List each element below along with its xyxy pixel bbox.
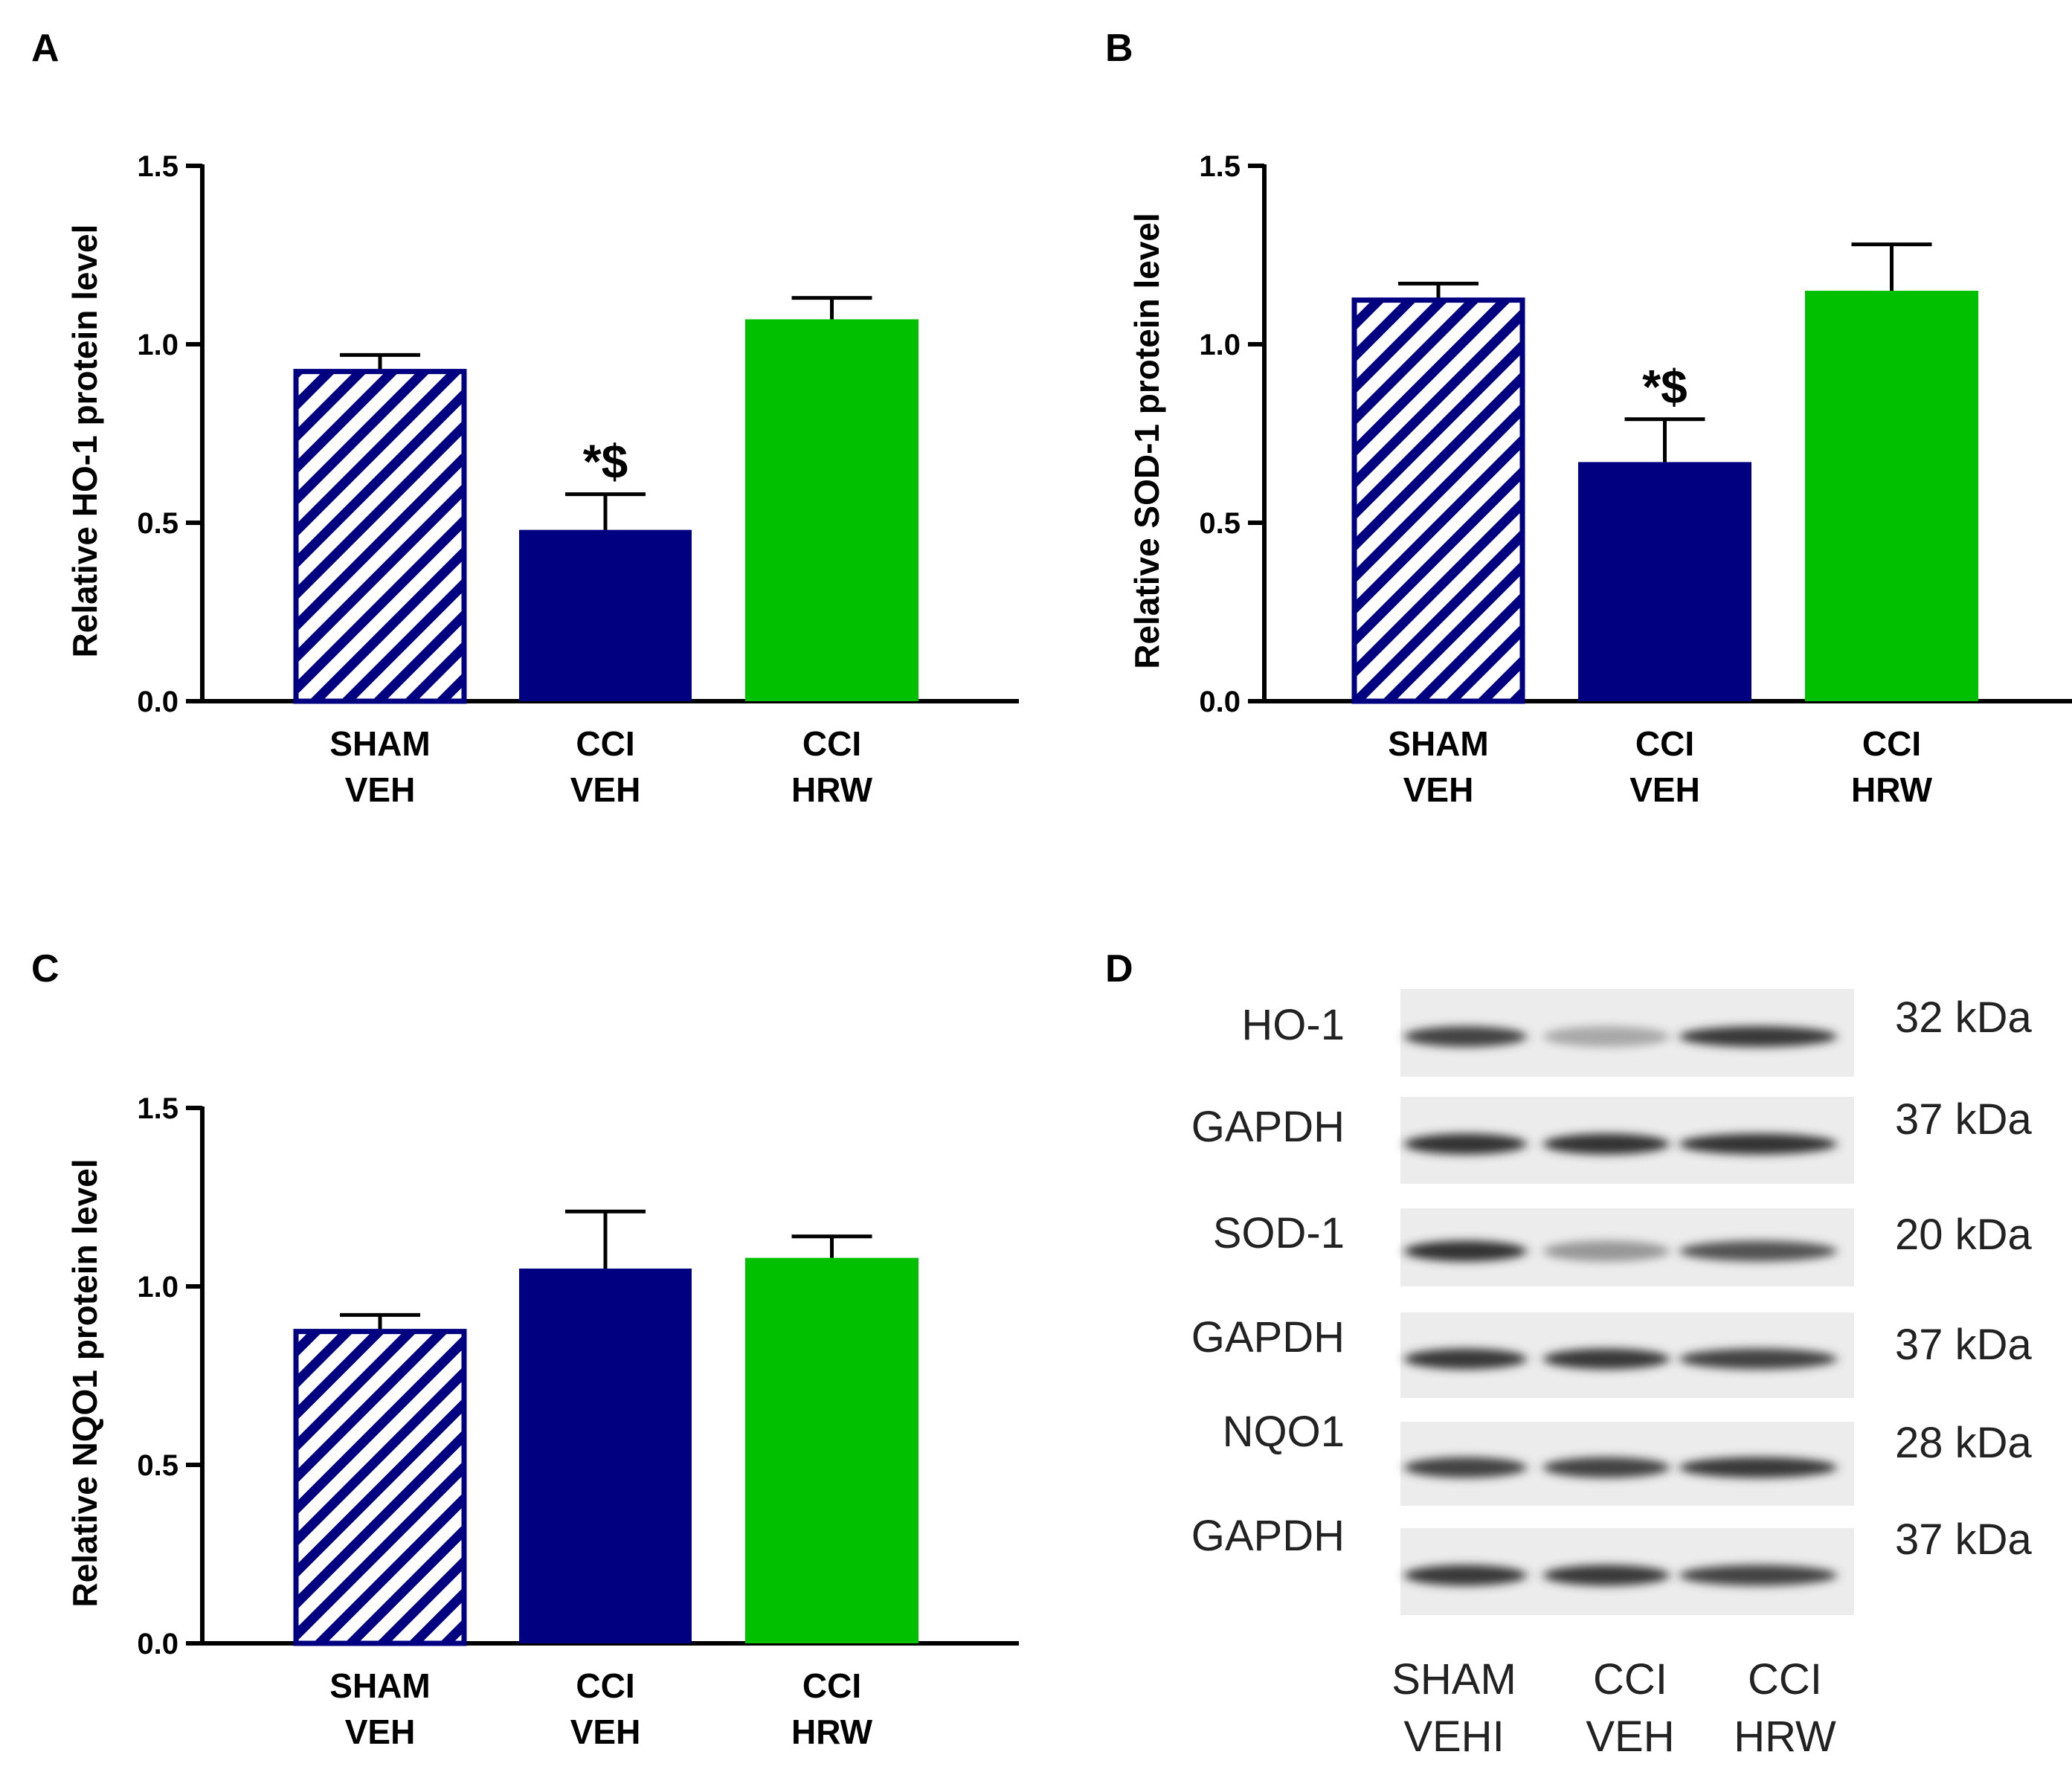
category-label: CCI xyxy=(576,724,634,763)
y-tick-label: 1.0 xyxy=(137,1271,178,1304)
blot-band xyxy=(1404,1457,1527,1478)
blot-size-label: 20 kDa xyxy=(1895,1211,2033,1259)
blot-protein-label: GAPDH xyxy=(1191,1512,1345,1560)
panel-d-letter: D xyxy=(1105,947,1133,990)
y-axis-title: Relative NQO1 protein level xyxy=(65,1159,104,1607)
blot-band xyxy=(1543,1026,1670,1047)
blot-band xyxy=(1404,1348,1527,1370)
blot-protein-label: HO-1 xyxy=(1241,1001,1345,1049)
blot-lane-label: VEHI xyxy=(1403,1712,1504,1761)
panel-a-chart: A 0.0 0.5 1.0 1.5 Relative HO-1 protein leve… xyxy=(31,27,1019,809)
blot-protein-label: SOD-1 xyxy=(1213,1209,1345,1257)
significance-label: *$ xyxy=(583,435,628,489)
y-tick-label: 0.5 xyxy=(1199,507,1241,540)
category-label: HRW xyxy=(791,1712,873,1751)
category-label: CCI xyxy=(576,1666,634,1705)
bar xyxy=(745,1257,918,1643)
significance-label: *$ xyxy=(1642,360,1687,413)
blot-lane-label: VEH xyxy=(1586,1712,1674,1761)
category-label: VEH xyxy=(1629,770,1700,809)
panel-c-chart: C 0.0 0.5 1.0 1.5 Relative NQO1 protein leve… xyxy=(31,947,1019,1751)
category-label: CCI xyxy=(1862,724,1921,763)
blot-size-label: 37 kDa xyxy=(1895,1095,2033,1144)
bar xyxy=(1805,291,1978,701)
panel-b-chart: B 0.0 0.5 1.0 1.5 Relative SOD-1 protein lev… xyxy=(1105,27,2072,809)
blot-band xyxy=(1543,1348,1670,1370)
blot-lane-label: HRW xyxy=(1734,1712,1836,1761)
panel-c-letter: C xyxy=(31,947,59,990)
panel-b-letter: B xyxy=(1105,27,1133,70)
y-tick-label: 1.5 xyxy=(1199,150,1241,183)
blot-band xyxy=(1679,1348,1837,1370)
y-axis-title: Relative HO-1 protein level xyxy=(65,225,104,658)
y-tick-label: 0.5 xyxy=(137,507,178,540)
blot-lane-label: CCI xyxy=(1748,1655,1822,1704)
y-axis-title: Relative SOD-1 protein level xyxy=(1127,213,1166,669)
category-label: SHAM xyxy=(1388,724,1488,763)
y-tick-label: 1.5 xyxy=(137,150,178,183)
blot-size-label: 28 kDa xyxy=(1895,1419,2033,1467)
category-label: VEH xyxy=(345,1712,416,1751)
blot-row: GAPDH 37 kDa xyxy=(1191,1095,2033,1184)
blot-band xyxy=(1679,1457,1837,1478)
category-label: SHAM xyxy=(329,724,430,763)
y-tick-label: 1.0 xyxy=(137,329,178,361)
y-tick-label: 0.0 xyxy=(1199,686,1241,718)
blot-row: HO-1 32 kDa xyxy=(1241,989,2033,1077)
blot-band xyxy=(1679,1133,1837,1155)
y-tick-label: 0.0 xyxy=(137,686,178,718)
blot-band xyxy=(1404,1565,1527,1586)
category-label: SHAM xyxy=(329,1666,430,1705)
panel-a-letter: A xyxy=(31,27,59,70)
blot-band xyxy=(1679,1565,1837,1586)
category-label: HRW xyxy=(1851,770,1933,809)
bar xyxy=(1578,462,1751,701)
bar xyxy=(293,1329,467,1646)
category-label: VEH xyxy=(570,1712,641,1751)
blot-protein-label: GAPDH xyxy=(1191,1103,1345,1151)
blot-band xyxy=(1543,1240,1670,1262)
blot-row: SOD-1 20 kDa xyxy=(1213,1208,2033,1286)
blot-band xyxy=(1679,1026,1837,1047)
blot-band xyxy=(1543,1565,1670,1586)
blot-size-label: 37 kDa xyxy=(1895,1321,2033,1369)
blot-band xyxy=(1543,1457,1670,1478)
blot-row: GAPDH 37 kDa xyxy=(1191,1512,2033,1615)
y-tick-label: 0.5 xyxy=(137,1449,178,1482)
blot-size-label: 37 kDa xyxy=(1895,1515,2033,1564)
y-tick-label: 1.0 xyxy=(1199,329,1241,361)
category-label: VEH xyxy=(1403,770,1474,809)
blot-band xyxy=(1543,1133,1670,1155)
blot-row: NQO1 28 kDa xyxy=(1223,1408,2033,1506)
blot-band xyxy=(1679,1240,1837,1262)
blot-protein-label: NQO1 xyxy=(1223,1408,1345,1456)
bar xyxy=(293,369,467,704)
y-tick-label: 1.5 xyxy=(137,1092,178,1125)
category-label: VEH xyxy=(345,770,416,809)
bar xyxy=(519,529,692,701)
panel-d-western-blot: D HO-1 32 kDa GAPDH 37 kDa SOD-1 20 kDa GAPDH 3… xyxy=(1105,947,2033,1761)
blot-band xyxy=(1404,1026,1527,1047)
category-label: VEH xyxy=(570,770,641,809)
blot-row: GAPDH 37 kDa xyxy=(1191,1312,2033,1398)
blot-lane-label: CCI xyxy=(1593,1655,1667,1704)
blot-size-label: 32 kDa xyxy=(1895,993,2033,1042)
category-label: CCI xyxy=(1635,724,1694,763)
category-label: HRW xyxy=(791,770,873,809)
bar xyxy=(745,319,918,701)
blot-band xyxy=(1404,1133,1527,1155)
category-label: CCI xyxy=(802,1666,861,1705)
bar xyxy=(1351,297,1525,704)
category-label: CCI xyxy=(802,724,861,763)
blot-band xyxy=(1404,1240,1527,1262)
bar xyxy=(519,1269,692,1643)
blot-protein-label: GAPDH xyxy=(1191,1313,1345,1362)
blot-lane-label: SHAM xyxy=(1391,1655,1516,1704)
y-tick-label: 0.0 xyxy=(137,1628,178,1660)
